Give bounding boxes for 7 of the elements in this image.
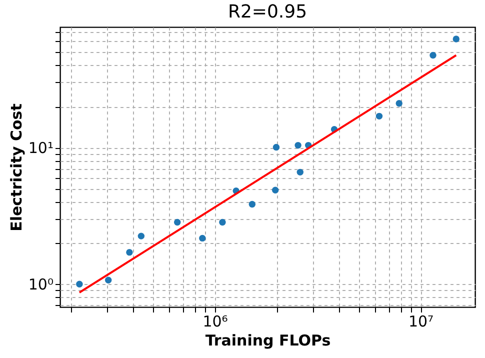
x-tick-label: 10⁷ (408, 312, 434, 330)
x-tick-label: 10⁶ (202, 312, 228, 330)
y-tick-label: 10¹ (28, 139, 54, 158)
chart-title: R2=0.95 (228, 1, 308, 22)
y-axis-title: Electricity Cost (7, 104, 26, 232)
y-tick-label: 10⁰ (28, 276, 54, 294)
x-axis-title: Training FLOPs (205, 332, 331, 350)
